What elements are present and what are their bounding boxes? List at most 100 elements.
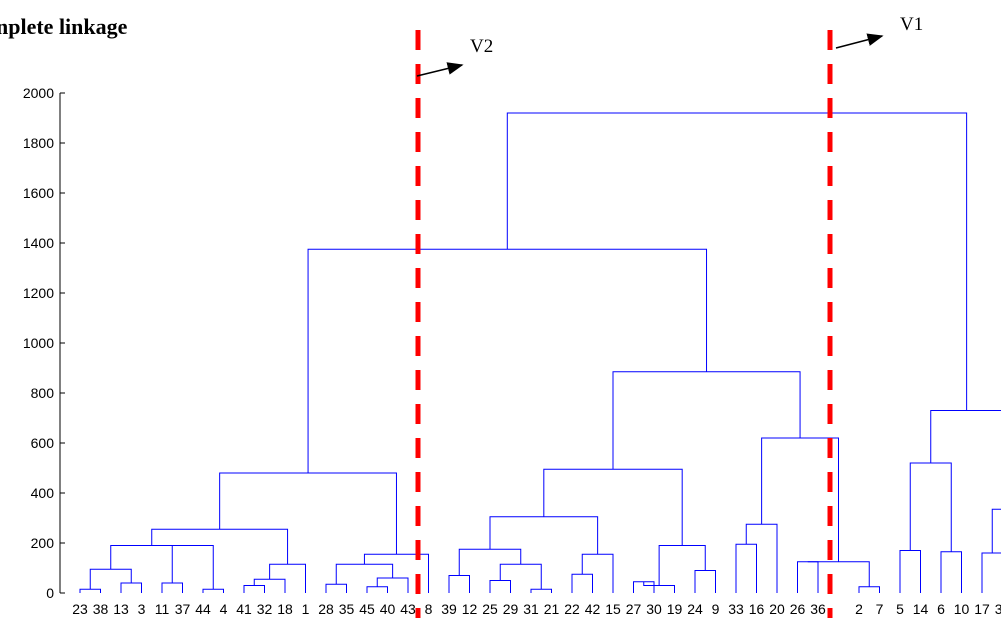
leaf-label: 39: [441, 601, 457, 617]
leaf-label: 43: [400, 601, 416, 617]
dendrogram-link: [325, 583, 347, 593]
dendrogram-link: [807, 561, 870, 587]
leaf-labels: 23 38 13 3 11 37 44 4 41 32 18 1 28 35 45 40 43 8 39 12 25 29…: [72, 601, 1001, 617]
leaf-label: 31: [523, 601, 539, 617]
dendrogram-link: [489, 516, 599, 555]
dendrogram-link: [110, 545, 193, 570]
leaf-label: 11: [155, 601, 170, 617]
dendrogram-link: [940, 551, 962, 593]
y-tick-label: 1000: [23, 335, 54, 351]
leaf-label: 17: [974, 601, 990, 617]
dendrogram-link: [658, 545, 706, 586]
y-tick-label: 400: [31, 485, 55, 501]
leaf-label: 3: [138, 601, 146, 617]
dendrogram-link: [694, 570, 716, 593]
dendrogram-link: [458, 548, 522, 576]
leaf-label: 24: [687, 601, 703, 617]
cut-arrow-v1: [835, 33, 884, 49]
dendrogram-link: [909, 462, 952, 552]
y-tick-label: 1800: [23, 135, 54, 151]
y-tick-label: 0: [46, 585, 54, 601]
leaf-label: 13: [113, 601, 129, 617]
dendrogram-link: [448, 575, 470, 593]
leaf-label: 35: [339, 601, 355, 617]
leaf-label: 33: [728, 601, 744, 617]
leaf-label: 20: [769, 601, 785, 617]
dendrogram-link: [366, 586, 388, 593]
cut-label-v1: V1: [900, 14, 923, 35]
leaf-label: 12: [462, 601, 478, 617]
leaf-label: 7: [876, 601, 884, 617]
dendrogram-link: [543, 468, 683, 546]
y-tick-label: 600: [31, 435, 55, 451]
y-tick-label: 200: [31, 535, 55, 551]
leaf-label: 14: [913, 601, 929, 617]
leaf-label: 4: [220, 601, 228, 617]
leaf-label: 16: [749, 601, 765, 617]
leaf-label: 18: [277, 601, 293, 617]
leaf-label: 38: [93, 601, 109, 617]
leaf-label: 21: [544, 601, 560, 617]
chart-title: nplete linkage: [0, 14, 128, 39]
dendrogram-link: [269, 563, 306, 593]
dendrogram-link: [991, 508, 1001, 553]
dendrogram-link: [571, 573, 593, 593]
dendrogram-link: [735, 543, 757, 593]
leaf-label: 40: [380, 601, 396, 617]
dendrogram-link: [489, 580, 511, 593]
dendrogram-link: [89, 568, 132, 590]
dendrogram-link: [506, 112, 968, 411]
dendrogram-link: [530, 588, 552, 593]
leaf-label: 42: [585, 601, 601, 617]
leaf-label: 19: [667, 601, 683, 617]
leaf-label: 22: [564, 601, 580, 617]
leaf-label: 28: [318, 601, 334, 617]
leaf-label: 32: [257, 601, 273, 617]
leaf-label: 36: [810, 601, 826, 617]
dendrogram-link: [745, 523, 778, 593]
leaf-label: 23: [72, 601, 88, 617]
dendrogram-link: [202, 588, 224, 593]
leaf-label: 15: [605, 601, 621, 617]
dendrogram-link: [899, 550, 921, 593]
dendrogram-link: [612, 371, 801, 470]
y-tick-label: 800: [31, 385, 55, 401]
leaf-label: 34: [995, 601, 1001, 617]
y-tick-label: 1600: [23, 185, 54, 201]
leaf-label: 30: [646, 601, 662, 617]
cut-arrow-v2: [416, 62, 464, 77]
dendrogram-link: [79, 588, 101, 593]
dendrogram-link: [243, 585, 265, 593]
cut-markers: V2 V1: [415, 14, 923, 618]
y-axis: 0 200 400 600 800 1000 1200 1400 1600 1800 2000: [23, 85, 65, 601]
dendrogram-link: [335, 563, 394, 585]
dendrogram-link: [797, 561, 819, 593]
leaf-label: 10: [954, 601, 970, 617]
dendrogram-link: [981, 552, 1001, 593]
leaf-label: 9: [712, 601, 720, 617]
leaf-label: 41: [236, 601, 252, 617]
leaf-label: 25: [482, 601, 498, 617]
dendrogram-link: [761, 437, 839, 562]
leaf-label: 8: [425, 601, 433, 617]
leaf-label: 6: [937, 601, 945, 617]
dendrogram-links: [79, 112, 1001, 593]
y-tick-label: 1400: [23, 235, 54, 251]
leaf-label: 45: [359, 601, 375, 617]
cut-label-v2: V2: [470, 36, 493, 57]
dendrogram-link: [581, 553, 614, 593]
leaf-label: 29: [503, 601, 519, 617]
leaf-label: 2: [855, 601, 863, 617]
dendrogram-link: [253, 578, 286, 593]
y-tick-label: 2000: [23, 85, 54, 101]
dendrogram-link: [161, 582, 183, 593]
dendrogram-link: [219, 472, 397, 555]
dendrogram-link: [376, 577, 409, 593]
leaf-label: 27: [626, 601, 642, 617]
dendrogram-link: [307, 248, 708, 473]
dendrogram-link: [930, 410, 1001, 463]
dendrogram-link: [858, 586, 880, 593]
dendrogram-link: [499, 563, 542, 590]
leaf-label: 5: [896, 601, 904, 617]
